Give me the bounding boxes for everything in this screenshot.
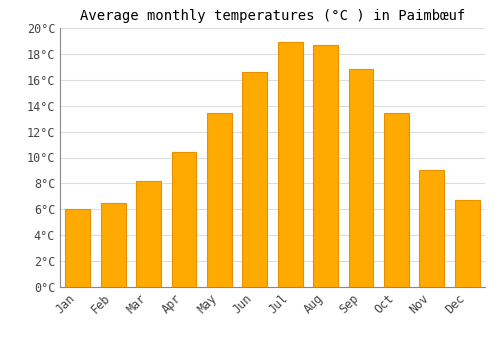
Bar xyxy=(455,200,479,287)
Title: Average monthly temperatures (°C ) in Paimbœuf: Average monthly temperatures (°C ) in Pa… xyxy=(80,9,465,23)
Bar xyxy=(172,152,196,287)
Bar xyxy=(136,181,161,287)
Bar xyxy=(100,203,126,287)
Bar xyxy=(348,69,374,287)
Bar xyxy=(66,209,90,287)
Bar xyxy=(420,170,444,287)
Bar xyxy=(313,45,338,287)
Bar xyxy=(278,42,302,287)
Bar xyxy=(207,113,232,287)
Bar xyxy=(384,113,409,287)
Bar xyxy=(242,72,267,287)
